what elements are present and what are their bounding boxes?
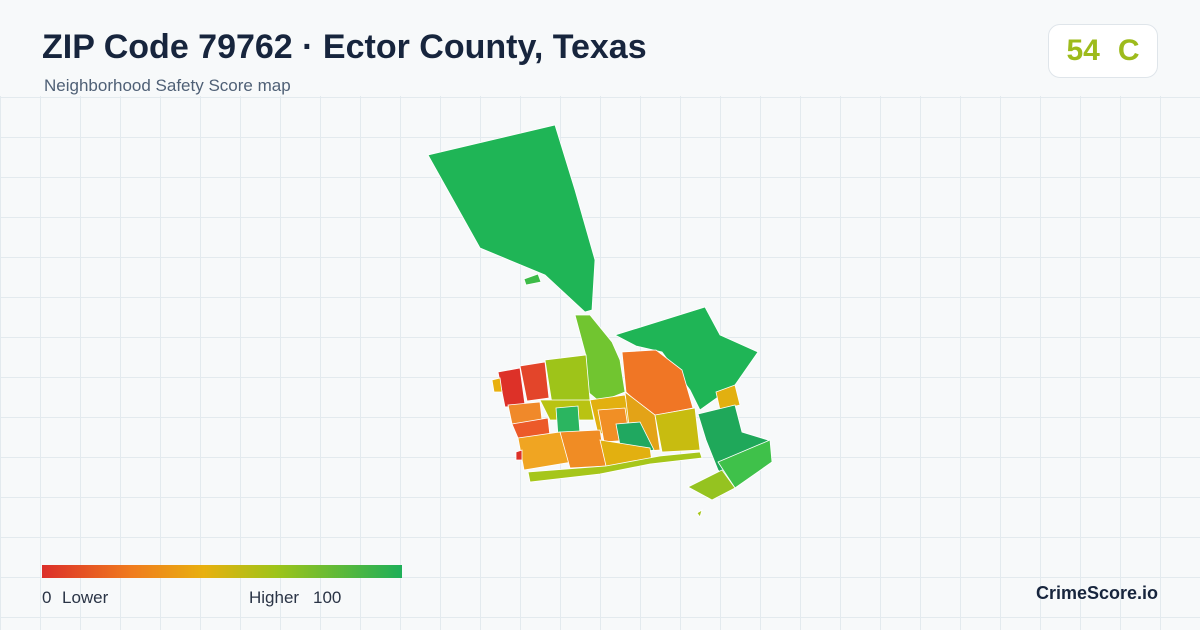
legend-max-label: Higher — [249, 588, 300, 607]
area — [427, 124, 596, 313]
area — [523, 273, 542, 286]
area — [497, 367, 526, 408]
grade: C — [1117, 34, 1140, 67]
legend-min: 0 — [42, 588, 52, 607]
header — [0, 0, 1200, 96]
area — [687, 469, 736, 501]
area — [715, 384, 741, 411]
area — [654, 407, 701, 453]
subtitle: Neighborhood Safety Score map — [44, 76, 291, 95]
area — [544, 354, 591, 405]
score-badge: 54 C — [1048, 24, 1158, 78]
area — [519, 361, 550, 402]
area — [527, 451, 703, 483]
brand: CrimeScore.io — [1035, 583, 1158, 603]
legend-min-label: Lower — [62, 588, 109, 607]
area — [696, 509, 703, 518]
legend-bar — [42, 565, 402, 578]
area — [515, 449, 523, 461]
score: 54 — [1066, 34, 1100, 67]
legend-max: 100 — [313, 588, 342, 607]
title: ZIP Code 79762 · Ector County, Texas — [42, 28, 647, 66]
area — [491, 377, 503, 393]
area — [717, 439, 773, 489]
